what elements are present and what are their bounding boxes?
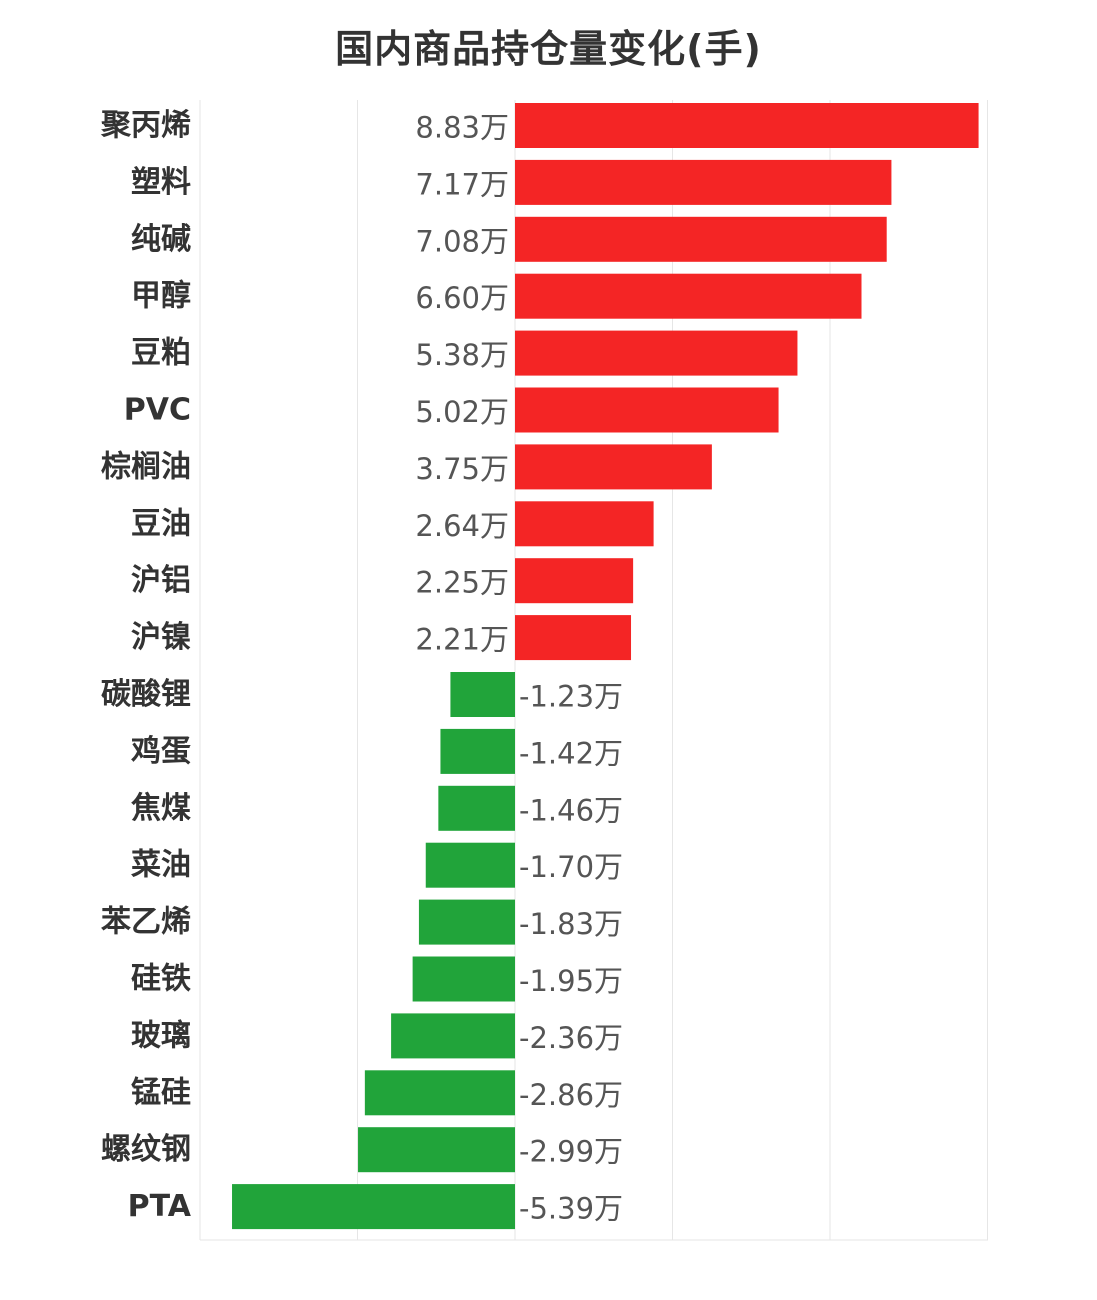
category-label: 锰硅 [131, 1075, 191, 1110]
bar [412, 956, 515, 1002]
data-label: -2.36万 [519, 1021, 623, 1055]
data-label: -2.86万 [519, 1078, 623, 1112]
data-label: 5.02万 [415, 395, 509, 429]
category-label: 菜油 [131, 848, 191, 883]
bar [425, 842, 515, 888]
category-label: PVC [124, 393, 191, 428]
bar [232, 1184, 515, 1230]
data-label: -1.70万 [519, 850, 623, 884]
data-label: -5.39万 [519, 1192, 623, 1226]
category-label: 螺纹钢 [101, 1132, 191, 1167]
bar [358, 1127, 515, 1173]
data-label: 2.25万 [415, 566, 509, 600]
data-label: 7.17万 [415, 167, 509, 201]
category-label: 苯乙烯 [101, 905, 191, 940]
bar [515, 558, 634, 604]
bar [450, 672, 515, 717]
category-label: 碳酸锂 [101, 677, 191, 712]
bar [515, 444, 712, 490]
category-label: 硅铁 [131, 962, 191, 997]
category-label: 纯碱 [131, 222, 191, 257]
data-label: 2.21万 [415, 623, 509, 657]
data-label: 6.60万 [415, 281, 509, 315]
category-label: 鸡蛋 [131, 734, 191, 769]
data-label: -1.23万 [519, 680, 623, 714]
category-label: PTA [128, 1189, 192, 1224]
category-label: 焦煤 [131, 791, 191, 826]
bar [515, 387, 779, 433]
category-label: 豆粕 [131, 336, 191, 371]
bar [515, 103, 979, 148]
bar [515, 273, 862, 319]
data-label: -1.46万 [519, 793, 623, 827]
bar [438, 785, 515, 831]
category-label: 塑料 [131, 165, 191, 200]
category-label: 棕榈油 [101, 449, 191, 484]
category-label: 聚丙烯 [100, 108, 191, 143]
category-label: 沪铝 [131, 563, 191, 598]
bar [364, 1070, 515, 1116]
chart-title: 国内商品持仓量变化(手) [335, 27, 762, 71]
data-label: 3.75万 [415, 452, 509, 486]
bar [515, 216, 887, 262]
data-label: -2.99万 [519, 1135, 623, 1169]
bar [515, 330, 798, 376]
bar [515, 501, 654, 547]
data-label: 8.83万 [415, 111, 509, 145]
data-label: -1.42万 [519, 736, 623, 770]
bar [515, 159, 892, 205]
data-label: 7.08万 [415, 224, 509, 258]
bar [440, 728, 515, 774]
category-label: 甲醇 [131, 279, 191, 314]
bar [391, 1013, 515, 1059]
category-label: 豆油 [131, 506, 191, 541]
data-label: 2.64万 [415, 509, 509, 543]
bar [515, 615, 632, 661]
category-label: 沪镍 [131, 620, 191, 655]
category-label: 玻璃 [131, 1018, 191, 1053]
data-label: 5.38万 [415, 338, 509, 372]
bar [418, 899, 515, 945]
data-label: -1.83万 [519, 907, 623, 941]
data-label: -1.95万 [519, 964, 623, 998]
